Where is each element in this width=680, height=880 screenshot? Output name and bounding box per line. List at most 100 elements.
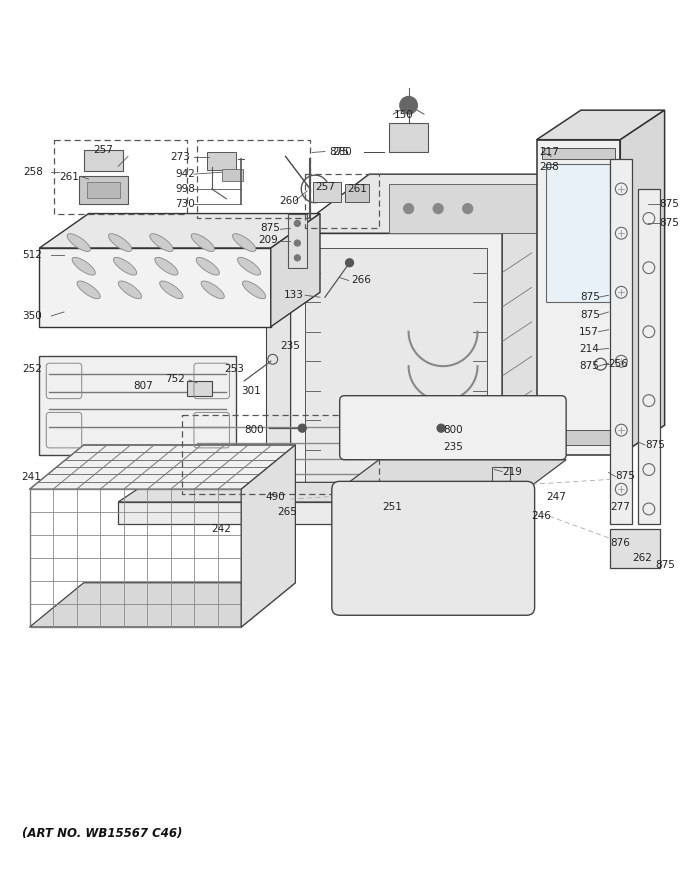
Text: 942: 942 [175, 169, 195, 180]
Text: 875: 875 [581, 292, 600, 302]
Text: 490: 490 [266, 492, 286, 502]
Text: 208: 208 [539, 162, 560, 172]
Polygon shape [340, 459, 566, 489]
Bar [305, 248, 488, 484]
Text: 257: 257 [315, 182, 335, 192]
Text: 800: 800 [443, 425, 462, 435]
Bar [547, 165, 611, 302]
Circle shape [345, 259, 354, 267]
Ellipse shape [233, 234, 256, 252]
Bar [537, 140, 620, 455]
Ellipse shape [118, 281, 141, 298]
Text: 209: 209 [258, 235, 277, 246]
Text: 219: 219 [502, 466, 522, 476]
Text: 875: 875 [615, 472, 635, 481]
Text: 217: 217 [539, 148, 560, 158]
Bar [118, 502, 374, 524]
Bar [187, 381, 211, 396]
Text: 875: 875 [579, 361, 598, 371]
Bar [222, 169, 243, 181]
Circle shape [400, 97, 418, 114]
Text: 800: 800 [244, 425, 264, 435]
Circle shape [294, 220, 301, 226]
Bar [492, 466, 510, 521]
Text: 242: 242 [211, 524, 232, 533]
Text: (ART NO. WB15567 C46): (ART NO. WB15567 C46) [22, 827, 182, 840]
Polygon shape [29, 583, 295, 627]
Polygon shape [29, 445, 295, 489]
Bar [345, 184, 369, 202]
Text: 157: 157 [579, 326, 598, 337]
Text: 875: 875 [660, 199, 679, 209]
Bar [86, 182, 120, 198]
Text: 273: 273 [170, 152, 190, 163]
Ellipse shape [196, 257, 220, 275]
Circle shape [437, 424, 445, 432]
Bar [290, 233, 502, 499]
Bar [611, 159, 632, 524]
Polygon shape [271, 214, 320, 326]
Ellipse shape [155, 257, 178, 275]
Ellipse shape [150, 234, 173, 252]
Text: 350: 350 [22, 311, 42, 321]
Text: 875: 875 [330, 148, 350, 158]
Circle shape [433, 203, 443, 214]
Text: 875: 875 [581, 310, 600, 320]
Text: 133: 133 [284, 290, 303, 300]
Text: 262: 262 [632, 554, 652, 563]
Ellipse shape [109, 234, 132, 252]
Polygon shape [39, 214, 320, 248]
Text: 998: 998 [175, 184, 195, 194]
Ellipse shape [72, 257, 95, 275]
Bar [288, 214, 307, 268]
Ellipse shape [191, 234, 214, 252]
Circle shape [404, 203, 413, 214]
Text: 752: 752 [165, 374, 185, 384]
Bar [638, 189, 660, 524]
FancyBboxPatch shape [332, 481, 534, 615]
Bar [541, 148, 615, 159]
Text: 150: 150 [394, 110, 413, 120]
Text: 257: 257 [94, 144, 114, 155]
Text: 876: 876 [611, 539, 630, 548]
Text: 266: 266 [352, 275, 371, 285]
Text: 875: 875 [645, 440, 665, 450]
Ellipse shape [114, 257, 137, 275]
Ellipse shape [67, 234, 90, 252]
FancyBboxPatch shape [340, 396, 566, 459]
Text: 261: 261 [59, 172, 79, 182]
Text: 214: 214 [579, 344, 598, 355]
Circle shape [299, 424, 306, 432]
Text: 265: 265 [277, 507, 298, 517]
Polygon shape [620, 110, 664, 455]
Text: 235: 235 [280, 341, 301, 351]
Polygon shape [502, 174, 581, 499]
Bar [207, 152, 237, 170]
Text: 730: 730 [175, 199, 195, 209]
Polygon shape [537, 110, 664, 140]
Ellipse shape [77, 281, 100, 298]
Circle shape [294, 255, 301, 260]
Text: 258: 258 [23, 167, 44, 177]
Ellipse shape [201, 281, 224, 298]
Ellipse shape [237, 257, 260, 275]
Circle shape [463, 203, 473, 214]
Polygon shape [241, 445, 295, 627]
Bar [39, 356, 237, 455]
Text: 807: 807 [133, 381, 153, 391]
Text: 252: 252 [22, 364, 42, 374]
Text: 256: 256 [609, 359, 628, 370]
Text: 280: 280 [332, 146, 352, 157]
Text: 253: 253 [224, 364, 244, 374]
Circle shape [294, 240, 301, 246]
Ellipse shape [242, 281, 266, 298]
Bar [611, 529, 660, 568]
Ellipse shape [160, 281, 183, 298]
Text: 235: 235 [443, 442, 463, 452]
Polygon shape [290, 174, 581, 233]
Text: 247: 247 [547, 492, 566, 502]
Bar [39, 248, 271, 326]
Bar [389, 123, 428, 152]
Text: 277: 277 [611, 502, 630, 512]
Bar [389, 184, 551, 233]
